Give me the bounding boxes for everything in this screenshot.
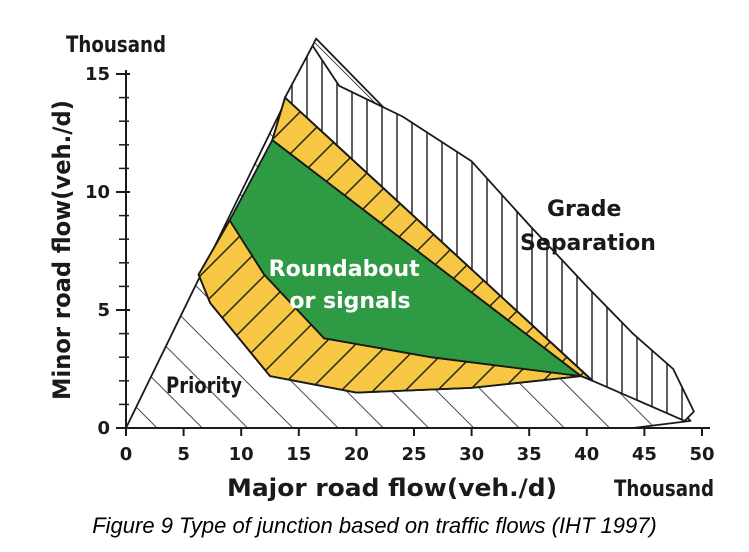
region-layer — [0, 0, 749, 500]
hatch-line — [0, 0, 28, 500]
grade-separation-label-line-2: Separation — [520, 231, 656, 256]
hatch-line — [680, 0, 749, 500]
grade-separation-label-line-1: Grade — [547, 197, 621, 222]
hatch-line — [712, 0, 749, 500]
x-tick-label: 0 — [120, 444, 133, 465]
y-tick-label: 10 — [85, 182, 110, 203]
hatch-line — [680, 0, 749, 500]
hatch-line — [744, 0, 749, 500]
hatch-line — [712, 0, 749, 500]
x-tick-label: 35 — [517, 444, 542, 465]
x-axis-unit: Thousand — [614, 477, 714, 502]
roundabout-label-line-1: Roundabout — [269, 257, 420, 282]
x-tick-label: 50 — [689, 444, 714, 465]
x-tick-label: 25 — [401, 444, 426, 465]
hatch-line — [0, 0, 28, 500]
x-tick-label: 5 — [177, 444, 190, 465]
grade-separation-region-label: Grade Separation — [520, 197, 656, 256]
y-tick-label: 15 — [85, 64, 110, 85]
hatch-line — [0, 0, 92, 500]
x-tick-label: 15 — [286, 444, 311, 465]
y-axis-ticks: 0 5 10 15 — [85, 64, 130, 439]
x-tick-label: 45 — [632, 444, 657, 465]
y-axis-unit: Thousand — [66, 33, 166, 58]
x-tick-label: 10 — [229, 444, 254, 465]
roundabout-label-line-2: or signals — [289, 289, 410, 314]
y-tick-label: 5 — [97, 300, 110, 321]
y-tick-label: 0 — [97, 418, 110, 439]
roundabout-region-label: Roundabout or signals — [269, 257, 428, 314]
hatch-line — [0, 0, 92, 500]
region-roundabout-or-signals — [228, 139, 582, 378]
x-tick-label: 40 — [574, 444, 599, 465]
x-axis-label: Major road flow(veh./d) — [227, 474, 557, 502]
x-tick-label: 30 — [459, 444, 484, 465]
y-axis-label: Minor road flow(veh./d) — [48, 100, 76, 400]
hatch-line — [272, 97, 593, 381]
hatch-line — [198, 220, 477, 393]
figure-caption: Figure 9 Type of junction based on traff… — [92, 513, 657, 538]
priority-region-label: Priority — [166, 374, 242, 399]
axes: 0 5 10 15 20 25 30 35 40 45 50 0 5 10 15 — [85, 64, 715, 465]
hatch-line — [744, 0, 749, 500]
x-tick-label: 20 — [344, 444, 369, 465]
x-axis-ticks: 0 5 10 15 20 25 30 35 40 45 50 — [120, 428, 715, 465]
